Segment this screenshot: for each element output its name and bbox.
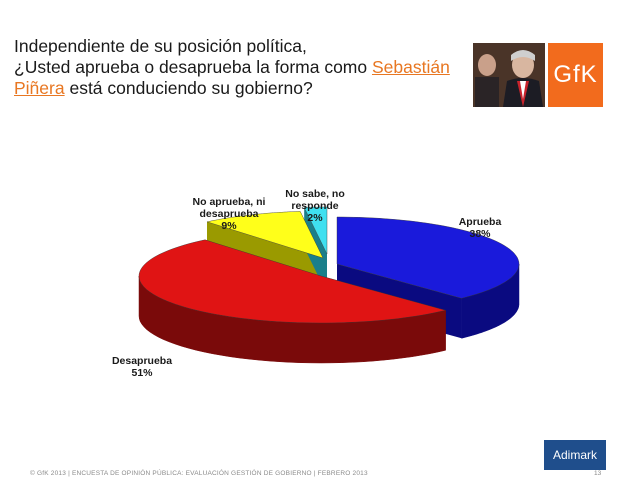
label-neutral-value: 9% [221, 220, 237, 232]
label-desaprueba-value: 51% [131, 367, 153, 379]
slice-aprueba [336, 216, 520, 299]
portrait-image [473, 43, 545, 107]
page-number: 13 [594, 470, 602, 477]
slice-no-aprueba-ni-desaprueba [206, 211, 324, 259]
footer-text: © GfK 2013 | ENCUESTA DE OPINIÓN PÚBLICA… [30, 470, 368, 477]
label-neutral: No aprueba, ni desaprueba 9% [186, 196, 272, 232]
label-aprueba-name: Aprueba [458, 216, 502, 228]
label-neutral-name: No aprueba, ni desaprueba [192, 196, 266, 220]
adimark-logo: Adimark [544, 440, 606, 470]
label-aprueba-value: 38% [469, 228, 491, 240]
slice-desaprueba [138, 239, 446, 324]
title-line-2: ¿Usted aprueba o desaprueba la forma com… [14, 57, 372, 77]
title-name-last: Piñera [14, 78, 65, 98]
slice-no-sabe-no-responde [303, 206, 328, 255]
slide-title: Independiente de su posición política, ¿… [14, 36, 464, 99]
title-line-3: está conduciendo su gobierno? [64, 78, 313, 98]
president-photo [473, 43, 545, 107]
label-nsnr-value: 2% [307, 212, 323, 224]
label-aprueba: Aprueba 38% [440, 216, 520, 240]
title-name-first: Sebastián [371, 57, 450, 77]
label-nsnr: No sabe, no responde 2% [280, 188, 350, 224]
label-desaprueba-name: Desaprueba [111, 355, 173, 367]
gfk-logo: GfK [548, 43, 603, 107]
label-desaprueba: Desaprueba 51% [92, 355, 192, 379]
title-line-1: Independiente de su posición política, [14, 36, 307, 56]
label-nsnr-name: No sabe, no responde [285, 188, 345, 212]
